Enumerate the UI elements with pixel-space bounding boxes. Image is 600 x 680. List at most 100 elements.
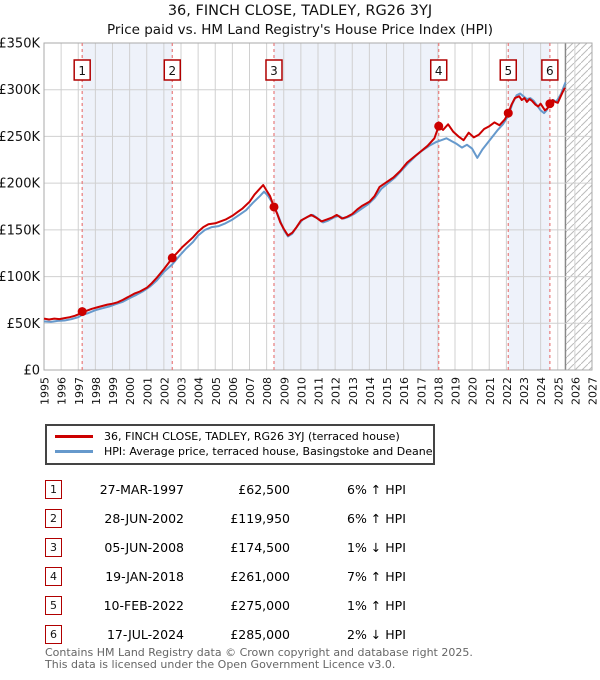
sale-number-boxes: 1 2 3 4 5 6 <box>73 59 559 81</box>
hpi-line <box>43 81 567 323</box>
sale-number: 4 <box>45 567 62 586</box>
future-region <box>564 43 592 370</box>
svg-text:2003: 2003 <box>176 377 189 405</box>
legend-row-property: 36, FINCH CLOSE, TADLEY, RG26 3YJ (terra… <box>55 429 425 444</box>
svg-text:2013: 2013 <box>347 377 360 405</box>
gridlines <box>43 42 593 371</box>
sale-vs-hpi: 6% ↑ HPI <box>347 511 406 526</box>
svg-text:2014: 2014 <box>364 377 377 405</box>
svg-text:1999: 1999 <box>107 377 120 405</box>
footer-line-1: Contains HM Land Registry data © Crown c… <box>45 646 473 659</box>
svg-text:3: 3 <box>270 64 278 78</box>
svg-text:2018: 2018 <box>432 377 445 405</box>
svg-text:1995: 1995 <box>39 377 52 405</box>
chart-title: 36, FINCH CLOSE, TADLEY, RG26 3YJ <box>167 3 433 19</box>
property-line-swatch <box>55 435 93 438</box>
sale-vs-hpi: 2% ↓ HPI <box>347 627 406 642</box>
svg-text:£200K: £200K <box>0 177 40 192</box>
svg-text:2: 2 <box>168 64 176 78</box>
sale-number: 3 <box>45 538 62 557</box>
sale-row-5: 5 10-FEB-2022 £275,000 1% ↑ HPI <box>45 591 565 620</box>
svg-text:2007: 2007 <box>244 377 257 405</box>
svg-text:2001: 2001 <box>141 377 154 405</box>
svg-text:2006: 2006 <box>227 377 240 405</box>
sale-date: 17-JUL-2024 <box>106 627 184 642</box>
svg-text:£350K: £350K <box>0 37 40 52</box>
sale-point-2 <box>167 253 177 263</box>
svg-text:2008: 2008 <box>261 377 274 405</box>
sale-markers <box>77 99 555 317</box>
svg-text:1: 1 <box>78 64 86 78</box>
sale-price: £119,950 <box>230 511 290 526</box>
svg-text:2002: 2002 <box>158 377 171 405</box>
svg-text:2019: 2019 <box>450 377 463 405</box>
sale-price: £261,000 <box>230 569 290 584</box>
sales-table: 1 27-MAR-1997 £62,500 6% ↑ HPI 2 28-JUN-2002 £… <box>45 475 565 649</box>
sale-number: 6 <box>45 625 62 644</box>
sale-number: 2 <box>45 509 62 528</box>
x-axis-labels: 1995 1996 1997 1998 1999 2000 2001 2002 2003 2004… <box>39 377 600 405</box>
svg-text:2021: 2021 <box>484 377 497 405</box>
svg-text:2004: 2004 <box>193 377 206 405</box>
svg-text:4: 4 <box>435 64 443 78</box>
y-axis-labels: £0 £50K £100K £150K £200K £250K £300K £350K <box>0 37 40 379</box>
svg-text:1997: 1997 <box>73 377 86 405</box>
svg-text:1998: 1998 <box>90 377 103 405</box>
legend: 36, FINCH CLOSE, TADLEY, RG26 3YJ (terra… <box>45 424 435 465</box>
svg-text:1996: 1996 <box>56 377 69 405</box>
sale-price: £62,500 <box>238 482 290 497</box>
svg-text:£0: £0 <box>23 364 40 379</box>
svg-text:£100K: £100K <box>0 270 40 285</box>
svg-text:2027: 2027 <box>587 377 600 405</box>
svg-text:£50K: £50K <box>7 317 41 332</box>
sale-row-1: 1 27-MAR-1997 £62,500 6% ↑ HPI <box>45 475 565 504</box>
svg-text:2026: 2026 <box>569 377 582 405</box>
sale-price: £285,000 <box>230 627 290 642</box>
svg-text:2023: 2023 <box>518 377 531 405</box>
sale-vs-hpi: 7% ↑ HPI <box>347 569 406 584</box>
footer: Contains HM Land Registry data © Crown c… <box>45 647 473 670</box>
sale-row-2: 2 28-JUN-2002 £119,950 6% ↑ HPI <box>45 504 565 533</box>
sale-price: £174,500 <box>230 540 290 555</box>
property-line <box>43 87 566 321</box>
svg-text:2005: 2005 <box>210 377 223 405</box>
sale-vs-hpi: 6% ↑ HPI <box>347 482 406 497</box>
svg-text:£150K: £150K <box>0 223 40 238</box>
hpi-line-swatch <box>55 450 93 453</box>
sale-row-4: 4 19-JAN-2018 £261,000 7% ↑ HPI <box>45 562 565 591</box>
svg-text:2016: 2016 <box>398 377 411 405</box>
svg-text:2020: 2020 <box>467 377 480 405</box>
chart-subtitle: Price paid vs. HM Land Registry's House … <box>107 22 493 38</box>
svg-text:2025: 2025 <box>552 377 565 405</box>
sale-vs-hpi: 1% ↑ HPI <box>347 598 406 613</box>
sale-price: £275,000 <box>230 598 290 613</box>
sale-row-3: 3 05-JUN-2008 £174,500 1% ↓ HPI <box>45 533 565 562</box>
svg-text:2000: 2000 <box>124 377 137 405</box>
sale-row-6: 6 17-JUL-2024 £285,000 2% ↓ HPI <box>45 620 565 649</box>
svg-text:2010: 2010 <box>295 377 308 405</box>
sale-point-3 <box>269 202 279 212</box>
sale-date: 19-JAN-2018 <box>105 569 184 584</box>
sale-date: 28-JUN-2002 <box>104 511 184 526</box>
legend-row-hpi: HPI: Average price, terraced house, Basi… <box>55 444 432 459</box>
footer-line-2: This data is licensed under the Open Gov… <box>45 657 396 671</box>
svg-text:2009: 2009 <box>278 377 291 405</box>
svg-text:2024: 2024 <box>535 377 548 405</box>
sale-point-5 <box>503 108 513 118</box>
svg-text:2015: 2015 <box>381 377 394 405</box>
svg-text:2022: 2022 <box>501 377 514 405</box>
svg-text:£250K: £250K <box>0 130 40 145</box>
legend-label-hpi: HPI: Average price, terraced house, Basi… <box>104 445 433 458</box>
sale-number: 1 <box>45 480 62 499</box>
sale-date: 10-FEB-2022 <box>103 598 184 613</box>
sale-point-6 <box>545 99 555 109</box>
sale-number: 5 <box>45 596 62 615</box>
sale-date: 05-JUN-2008 <box>104 540 184 555</box>
sale-vs-hpi: 1% ↓ HPI <box>347 540 406 555</box>
svg-text:2012: 2012 <box>330 377 343 405</box>
legend-label-property: 36, FINCH CLOSE, TADLEY, RG26 3YJ (terra… <box>104 430 400 443</box>
sale-point-1 <box>77 307 87 317</box>
svg-text:2017: 2017 <box>415 377 428 405</box>
price-chart: 1 2 3 4 5 6 £0 £50K £100K £150K £200K £250K £300K £35… <box>0 37 600 406</box>
